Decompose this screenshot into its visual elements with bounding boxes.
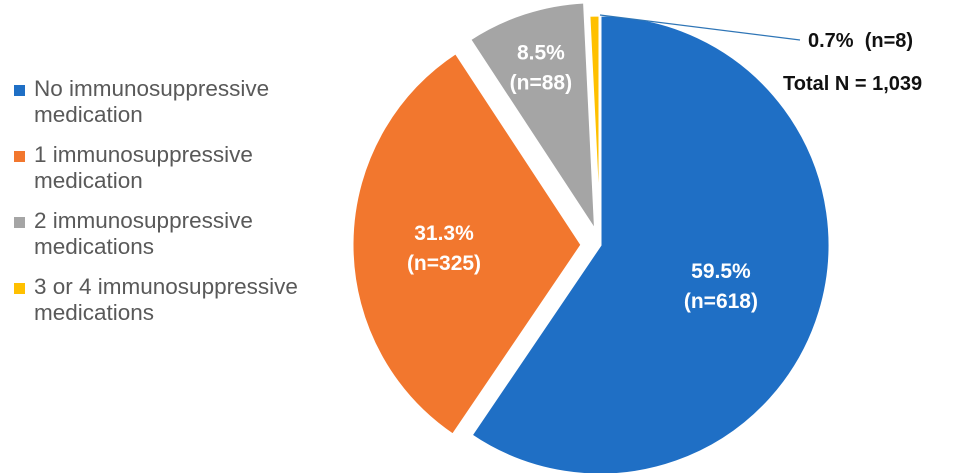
legend-label-line1: 1 immunosuppressive: [34, 142, 253, 167]
slice-data-label: 31.3% (n=325): [407, 222, 481, 275]
small-slice-annotation: 0.7% (n=8): [808, 30, 914, 52]
pie-slice: [350, 50, 584, 438]
slice-data-label: 8.5% (n=88): [510, 41, 572, 94]
legend-label-line2: medication: [34, 168, 143, 193]
legend-label-line2: medications: [34, 300, 155, 325]
pie-slice: [587, 13, 602, 246]
legend-label-line2: medication: [34, 102, 143, 127]
slice-data-label: 59.5% (n=618): [684, 260, 758, 313]
total-n-annotation: Total N = 1,039: [783, 73, 923, 95]
legend-item-1-medication: 1 immunosuppressive medication: [14, 142, 354, 194]
legend-label-line1: No immunosuppressive: [34, 76, 270, 101]
legend-swatch-orange: [14, 151, 25, 162]
legend-swatch-yellow: [14, 283, 25, 294]
legend-label-line1: 2 immunosuppressive: [34, 208, 253, 233]
legend-item-3-or-4-medications: 3 or 4 immunosuppressive medications: [14, 274, 354, 326]
legend: No immunosuppressive medication 1 immuno…: [14, 76, 354, 340]
legend-item-2-medications: 2 immunosuppressive medications: [14, 208, 354, 260]
pie-slice: [468, 13, 832, 473]
annotation-leader-line: [599, 14, 801, 41]
legend-swatch-gray: [14, 217, 25, 228]
legend-label-line1: 3 or 4 immunosuppressive: [34, 274, 298, 299]
legend-swatch-blue: [14, 85, 25, 96]
legend-label-line2: medications: [34, 234, 155, 259]
pie-slice: [467, 0, 598, 238]
legend-item-no-medication: No immunosuppressive medication: [14, 76, 354, 128]
